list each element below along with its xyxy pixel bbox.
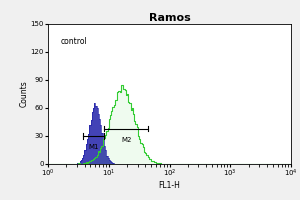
X-axis label: FL1-H: FL1-H — [159, 181, 180, 190]
Text: control: control — [60, 37, 87, 46]
Text: M2: M2 — [121, 137, 131, 143]
Y-axis label: Counts: Counts — [20, 81, 29, 107]
Text: M1: M1 — [88, 144, 98, 150]
Title: Ramos: Ramos — [148, 13, 190, 23]
